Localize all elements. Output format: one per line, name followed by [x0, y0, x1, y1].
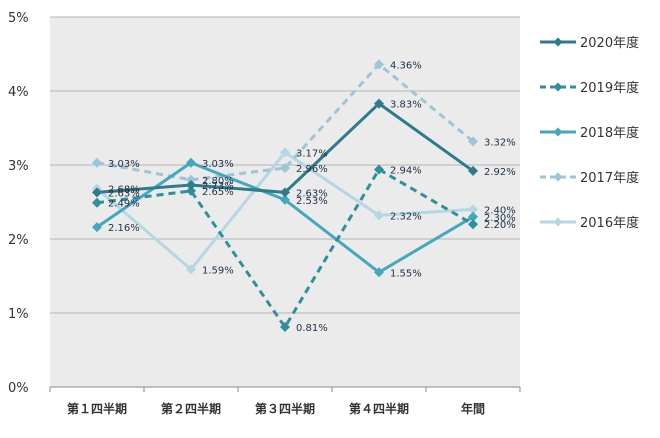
- y-tick-label: 3%: [8, 159, 29, 174]
- legend-label: 2017年度: [580, 170, 639, 186]
- data-label: 2.63%: [296, 188, 328, 199]
- x-tick-label: 第２四半期: [161, 401, 221, 416]
- data-point-marker: [92, 157, 102, 168]
- data-label: 2.92%: [484, 167, 516, 178]
- series-lines: [92, 59, 478, 333]
- data-point-marker: [186, 185, 196, 196]
- data-point-marker: [468, 211, 478, 222]
- data-point-marker: [92, 197, 102, 208]
- x-tick-label: 第４四半期: [349, 401, 409, 416]
- data-point-marker: [280, 322, 290, 333]
- data-label: 2.49%: [108, 199, 140, 210]
- data-point-marker: [92, 222, 102, 233]
- data-point-marker: [186, 174, 196, 185]
- data-point-marker: [374, 59, 384, 70]
- y-tick-label: 1%: [8, 307, 29, 322]
- data-label: 2.65%: [202, 187, 234, 198]
- data-point-marker: [374, 210, 384, 221]
- data-label: 2.80%: [202, 176, 234, 187]
- data-label: 3.83%: [390, 100, 422, 111]
- data-label: 2.40%: [484, 205, 516, 216]
- legend-marker: [553, 82, 563, 92]
- legend-marker: [553, 217, 563, 227]
- x-tick-label: 第１四半期: [67, 401, 127, 416]
- legend-marker: [553, 127, 563, 137]
- data-point-marker: [374, 164, 384, 175]
- data-label: 2.96%: [296, 164, 328, 175]
- data-point-marker: [468, 136, 478, 147]
- data-point-marker: [280, 162, 290, 173]
- data-point-marker: [374, 267, 384, 278]
- data-point-marker: [468, 165, 478, 176]
- data-point-marker: [186, 179, 196, 190]
- series-line: [96, 62, 474, 182]
- data-point-marker: [186, 264, 196, 275]
- series-line: [96, 167, 474, 329]
- data-label: 0.81%: [296, 323, 328, 334]
- data-label: 1.59%: [202, 265, 234, 276]
- x-axis: 第１四半期 第２四半期 第３四半期 第４四半期 年間: [49, 386, 521, 416]
- data-point-marker: [468, 219, 478, 230]
- data-label: 4.36%: [390, 60, 422, 71]
- legend-marker: [553, 37, 563, 47]
- data-label: 3.03%: [202, 159, 234, 170]
- legend-label: 2016年度: [580, 215, 639, 231]
- data-point-marker: [468, 204, 478, 215]
- data-label: 2.73%: [202, 181, 234, 192]
- data-label: 1.55%: [390, 268, 422, 279]
- y-tick-label: 2%: [8, 233, 29, 248]
- data-point-marker: [92, 187, 102, 198]
- x-tick-label: 第３四半期: [255, 401, 315, 416]
- data-label: 2.16%: [108, 223, 140, 234]
- data-point-marker: [374, 98, 384, 109]
- legend-label: 2018年度: [580, 125, 639, 141]
- y-tick-label: 5%: [8, 11, 29, 26]
- legend-label: 2019年度: [580, 80, 639, 96]
- data-label: 3.17%: [296, 148, 328, 159]
- x-tick-label: 年間: [461, 401, 485, 416]
- data-label: 2.30%: [484, 213, 516, 224]
- data-label: 2.20%: [484, 220, 516, 231]
- data-point-marker: [280, 194, 290, 205]
- data-label: 2.32%: [390, 211, 422, 222]
- y-tick-label: 4%: [8, 85, 29, 100]
- y-axis-ticks: 0% 1% 2% 3% 4% 5%: [8, 11, 29, 396]
- data-label: 2.68%: [108, 185, 140, 196]
- data-point-marker: [280, 147, 290, 158]
- y-tick-label: 0%: [8, 381, 29, 396]
- data-label: 3.32%: [484, 137, 516, 148]
- data-point-marker: [280, 187, 290, 198]
- legend-marker: [553, 172, 563, 182]
- legend-label: 2020年度: [580, 35, 639, 51]
- legend: 2020年度 2019年度 2018年度 2017年度 2016年度: [540, 35, 639, 231]
- data-label: 2.53%: [296, 196, 328, 207]
- data-labels: 2.63% 2.73% 2.63% 3.83% 2.92% 2.49% 2.65% 0.81%…: [108, 60, 516, 334]
- data-label: 2.94%: [390, 165, 422, 176]
- data-point-marker: [186, 157, 196, 168]
- data-label: 3.03%: [108, 159, 140, 170]
- data-label: 2.63%: [108, 188, 140, 199]
